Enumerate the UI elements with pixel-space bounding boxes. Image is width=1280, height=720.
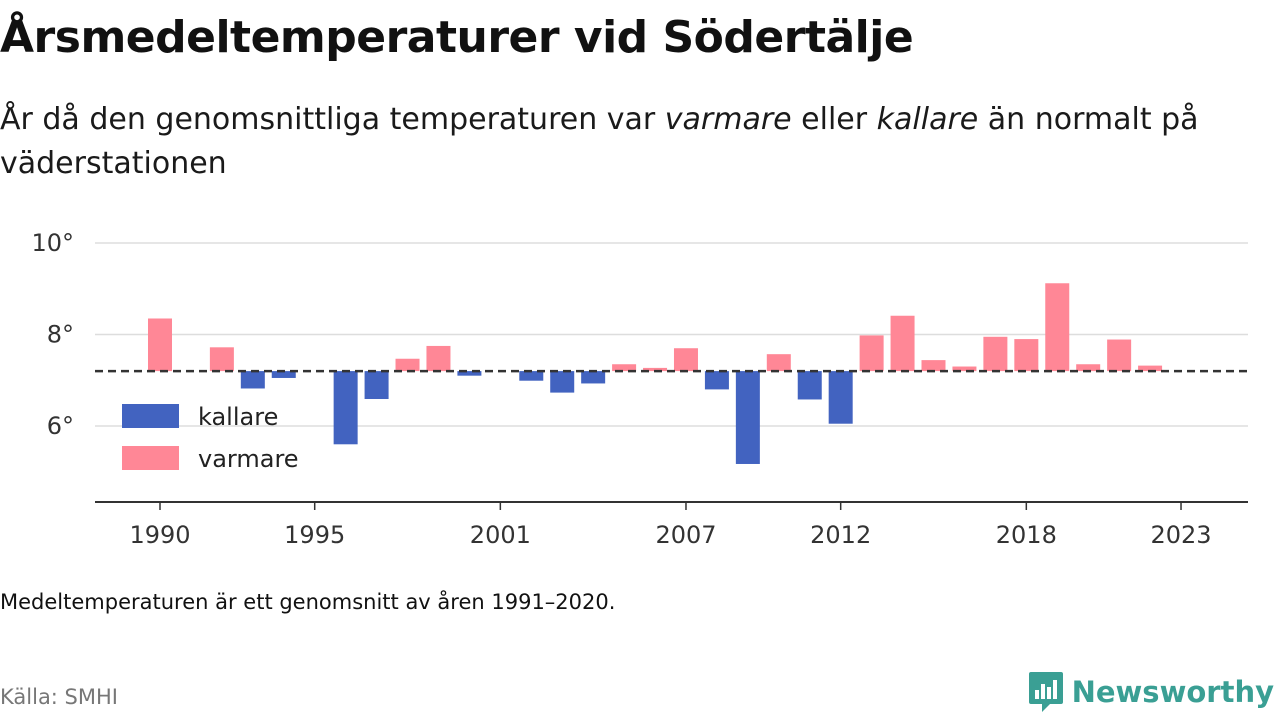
- bar-2017: [983, 336, 1008, 372]
- chart-title: Årsmedeltemperaturer vid Södertälje: [0, 12, 914, 63]
- bar-2002: [519, 371, 544, 381]
- bar-2020: [1076, 364, 1101, 372]
- legend-swatch-varmare: [122, 446, 179, 470]
- bar-1993: [240, 371, 265, 389]
- bar-2013: [859, 335, 884, 372]
- subtitle-warm-word: varmare: [664, 102, 792, 137]
- brand-logo: Newsworthy: [1028, 670, 1274, 714]
- bar-2003: [550, 371, 575, 393]
- x-tick-label-2012: 2012: [810, 521, 871, 549]
- bar-1990: [148, 318, 172, 372]
- subtitle-text-3: än normalt på väderstationen: [0, 102, 1199, 181]
- bar-2010: [766, 354, 791, 372]
- bar-2004: [581, 371, 606, 384]
- brand-name: Newsworthy: [1071, 675, 1274, 709]
- y-tick-label-8: 8°: [47, 321, 74, 349]
- bar-2007: [673, 348, 698, 372]
- x-axis-ticks: 1990 1995 2001 2007 2012 2018 2023: [129, 502, 1212, 549]
- bar-2012: [828, 371, 853, 424]
- bar-2019: [1045, 283, 1070, 372]
- y-tick-label-10: 10°: [31, 229, 74, 257]
- subtitle-cold-word: kallare: [876, 102, 979, 137]
- x-tick-label-2007: 2007: [655, 521, 716, 549]
- bar-2011: [797, 371, 822, 400]
- bar-2022: [1138, 365, 1163, 372]
- bar-2006: [643, 367, 668, 372]
- x-tick-label-1990: 1990: [129, 521, 190, 549]
- bar-1996: [333, 371, 358, 445]
- bar-2018: [1014, 339, 1039, 372]
- legend-swatch-kallare: [122, 404, 179, 428]
- x-tick-label-2018: 2018: [996, 521, 1057, 549]
- bar-1998: [395, 358, 420, 372]
- bar-2016: [952, 366, 977, 372]
- legend-label-varmare: varmare: [198, 445, 299, 473]
- bar-1994: [271, 371, 296, 378]
- source-credit: Källa: SMHI: [0, 685, 118, 709]
- chart-legend: kallare varmare: [122, 403, 299, 473]
- bar-1997: [364, 371, 389, 400]
- subtitle-text-2: eller: [791, 102, 877, 137]
- chart-subtitle: År då den genomsnittliga temperaturen va…: [0, 98, 1270, 186]
- bar-2009: [735, 371, 760, 464]
- bar-2000: [457, 371, 482, 376]
- x-tick-label-2001: 2001: [470, 521, 531, 549]
- subtitle-text-1: År då den genomsnittliga temperaturen va…: [0, 102, 665, 137]
- y-axis-ticks: 6° 8° 10°: [31, 229, 74, 440]
- bar-1992: [209, 347, 234, 372]
- bar-2015: [921, 360, 946, 372]
- x-tick-label-1995: 1995: [284, 521, 345, 549]
- chart-footnote: Medeltemperaturen är ett genomsnitt av å…: [0, 590, 616, 614]
- bar-2014: [890, 315, 915, 372]
- legend-label-kallare: kallare: [198, 403, 278, 431]
- bar-2008: [704, 371, 729, 390]
- y-tick-label-6: 6°: [47, 412, 74, 440]
- x-tick-label-2023: 2023: [1150, 521, 1211, 549]
- bar-2021: [1107, 339, 1132, 372]
- newsworthy-logo-icon: [1028, 672, 1063, 712]
- gridlines: [95, 242, 1248, 427]
- bar-1999: [426, 345, 451, 372]
- bars: [148, 283, 1163, 464]
- bar-2005: [612, 364, 637, 372]
